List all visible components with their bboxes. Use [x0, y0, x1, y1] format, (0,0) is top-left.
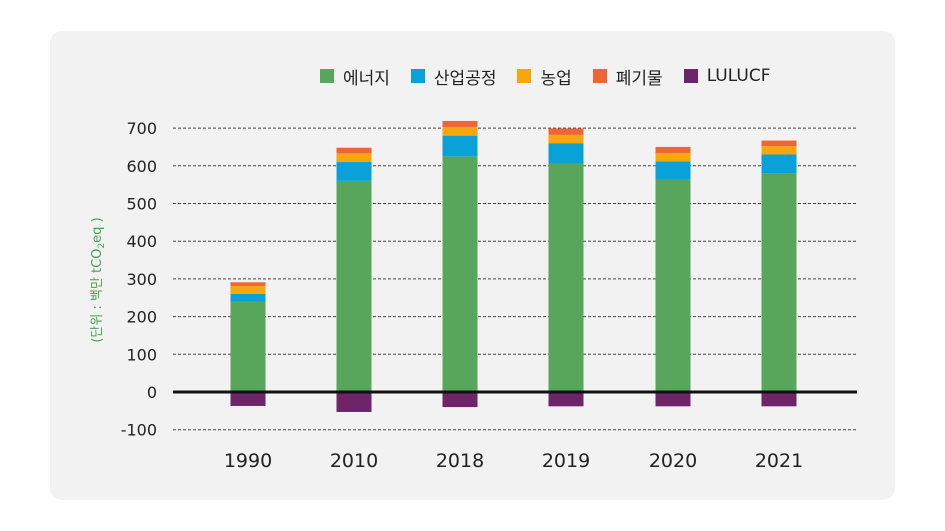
- gridlines: [173, 127, 857, 431]
- legend-label-industrial-process: 산업공정: [433, 68, 497, 89]
- bar-segment-2018-s4: [442, 392, 478, 408]
- y-axis-ticks: 700 600 500 400 300 200 100 0 -100: [121, 119, 157, 440]
- legend-item-industrial-process: 산업공정: [410, 64, 497, 89]
- legend-label-waste: 폐기물: [615, 68, 663, 89]
- bar-segment-2010-s2: [336, 153, 372, 163]
- x-axis-ticks: 1990 2010 2018 2019 2020 2021: [224, 450, 803, 472]
- y-tick-label: 100: [126, 345, 157, 364]
- legend-item-agriculture: 농업: [517, 64, 572, 89]
- bar-segment-2020-s3: [655, 146, 691, 153]
- bar-segment-2019-s2: [548, 134, 584, 144]
- bar-segment-2021-s4: [761, 392, 797, 407]
- bar-segment-1990-s4: [230, 392, 266, 406]
- bar-segment-2021-s2: [761, 146, 797, 155]
- bar-segment-2018-s0: [442, 156, 478, 392]
- x-tick-label-2021: 2021: [755, 450, 803, 472]
- bar-segment-2018-s2: [442, 126, 478, 136]
- x-tick-label-2010: 2010: [330, 450, 378, 472]
- bar-segment-2010-s1: [336, 162, 372, 181]
- bar-segment-2018-s1: [442, 135, 478, 157]
- bar-segment-2019-s4: [548, 392, 584, 407]
- bar-segment-1990-s3: [230, 282, 266, 287]
- bar-segment-2019-s3: [548, 128, 584, 135]
- y-tick-label: 300: [126, 270, 157, 289]
- bar-segment-2020-s4: [655, 392, 691, 407]
- x-tick-label-2020: 2020: [649, 450, 697, 472]
- bar-segment-2010-s3: [336, 147, 372, 154]
- legend-swatch-waste: [592, 69, 607, 83]
- bar-segment-2019-s0: [548, 163, 584, 392]
- bar-segment-2020-s2: [655, 152, 691, 162]
- legend: 에너지 산업공정 농업 폐기물 LULUCF: [320, 64, 771, 89]
- x-tick-label-2018: 2018: [436, 450, 484, 472]
- y-axis-label: (단위 : 백만 tCO2eq ): [90, 217, 107, 342]
- legend-swatch-agriculture: [517, 69, 532, 83]
- legend-label-agriculture: 농업: [540, 68, 572, 89]
- bar-segment-2020-s1: [655, 161, 691, 179]
- y-tick-label: -100: [121, 421, 157, 440]
- legend-item-energy: 에너지: [320, 64, 390, 89]
- bar-segment-2020-s0: [655, 178, 691, 392]
- legend-swatch-lulucf: [683, 69, 698, 83]
- bar-segment-2021-s3: [761, 140, 797, 147]
- y-tick-label: 0: [147, 383, 157, 402]
- y-tick-label: 600: [126, 157, 157, 176]
- legend-item-lulucf: LULUCF: [683, 66, 771, 86]
- x-tick-label-2019: 2019: [542, 450, 590, 472]
- x-tick-label-1990: 1990: [224, 450, 272, 472]
- legend-label-energy: 에너지: [343, 68, 390, 89]
- bar-segment-1990-s0: [230, 301, 266, 392]
- bar-segment-2021-s0: [761, 173, 797, 392]
- bar-segment-1990-s1: [230, 293, 266, 302]
- legend-swatch-industrial-process: [410, 69, 425, 83]
- legend-swatch-energy: [320, 69, 334, 83]
- y-tick-label: 500: [126, 195, 157, 214]
- legend-label-lulucf: LULUCF: [706, 66, 771, 86]
- bar-segment-2018-s3: [442, 120, 478, 127]
- bar-segment-2019-s1: [548, 143, 584, 164]
- bar-segment-1990-s2: [230, 286, 266, 294]
- bar-segment-2010-s4: [336, 392, 372, 412]
- bar-segment-2010-s0: [336, 180, 372, 392]
- y-tick-label: 700: [126, 119, 157, 138]
- y-tick-label: 200: [126, 308, 157, 327]
- bar-segment-2021-s1: [761, 154, 797, 174]
- bars: [173, 120, 857, 412]
- legend-item-waste: 폐기물: [592, 64, 663, 89]
- y-tick-label: 400: [126, 232, 157, 251]
